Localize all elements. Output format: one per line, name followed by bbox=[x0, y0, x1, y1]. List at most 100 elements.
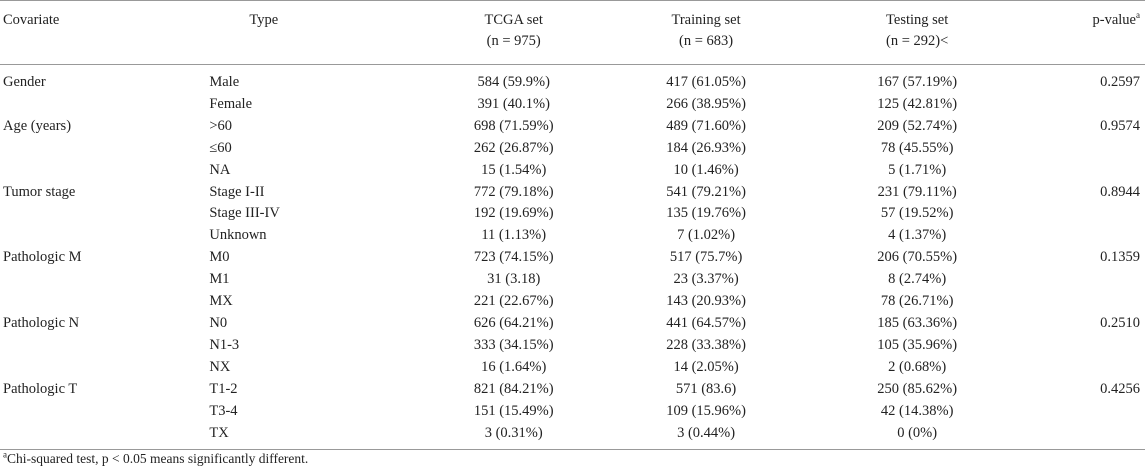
cell-training: 417 (61.05%) bbox=[666, 74, 746, 90]
cell-covariate bbox=[0, 291, 209, 313]
cell-pvalue: 0.2597 bbox=[1100, 74, 1140, 90]
cell-pvalue bbox=[1020, 138, 1145, 160]
table-row: Tumor stage Stage I-II 772 (79.18%) 541 (79… bbox=[0, 182, 1145, 204]
cell-pvalue bbox=[1020, 357, 1145, 379]
cell-testing: 78 (26.71%) bbox=[880, 293, 954, 310]
table-row: ≤60 262 (26.87%) 184 (26.93%) 78 (45.55%) bbox=[0, 138, 1145, 160]
cell-tcga: 3 (0.31%) bbox=[429, 422, 599, 451]
cell-pvalue: 0.1359 bbox=[1100, 249, 1140, 266]
data-table: Covariate Type TCGA set (n = 975) Traini… bbox=[0, 0, 1145, 451]
cell-covariate bbox=[0, 203, 209, 225]
cell-type: Stage I-II bbox=[209, 183, 265, 200]
cell-tcga: 262 (26.87%) bbox=[473, 139, 554, 156]
cell-training: 109 (15.96%) bbox=[666, 402, 746, 419]
cell-type: ≤60 bbox=[209, 139, 232, 156]
cell-testing: 0 (0%) bbox=[813, 422, 1021, 451]
cell-covariate bbox=[0, 94, 209, 116]
cell-training: 517 (75.7%) bbox=[669, 249, 743, 266]
cell-tcga: 772 (79.18%) bbox=[473, 183, 554, 200]
cell-type: Unknown bbox=[209, 227, 267, 244]
cell-testing: 125 (42.81%) bbox=[877, 95, 958, 112]
cell-testing: 2 (0.68%) bbox=[888, 358, 947, 375]
cell-tcga: 151 (15.49%) bbox=[473, 402, 554, 419]
header-pvalue-label: p-value bbox=[1092, 12, 1136, 28]
cell-type: MX bbox=[209, 293, 233, 310]
header-type: Type bbox=[209, 0, 430, 65]
cell-training: 135 (19.76%) bbox=[666, 205, 746, 222]
cell-training: 10 (1.46%) bbox=[673, 161, 739, 178]
cell-training: 541 (79.21%) bbox=[666, 183, 746, 200]
cell-tcga: 15 (1.54%) bbox=[481, 161, 547, 178]
cell-tcga: 391 (40.1%) bbox=[477, 95, 550, 112]
cell-tcga: 11 (1.13%) bbox=[481, 227, 547, 244]
footnote-marker: a bbox=[3, 449, 7, 460]
table-row: NA 15 (1.54%) 10 (1.46%) 5 (1.71%) bbox=[0, 160, 1145, 182]
cell-pvalue bbox=[1020, 94, 1145, 116]
cell-tcga: 821 (84.21%) bbox=[473, 380, 554, 397]
header-training-n: (n = 683) bbox=[679, 33, 734, 49]
cell-testing: 250 (85.62%) bbox=[877, 380, 958, 397]
cell-testing: 206 (70.55%) bbox=[877, 249, 958, 266]
cell-testing: 105 (35.96%) bbox=[877, 336, 958, 353]
cell-pvalue bbox=[1020, 291, 1145, 313]
cell-training: 441 (64.57%) bbox=[666, 314, 746, 331]
cell-training: 489 (71.60%) bbox=[666, 117, 746, 134]
cell-tcga: 723 (74.15%) bbox=[473, 249, 554, 266]
table-header: Covariate Type TCGA set (n = 975) Traini… bbox=[0, 0, 1145, 65]
cell-covariate: Age (years) bbox=[3, 117, 72, 134]
header-testing-set: Testing set (n = 292)< bbox=[813, 0, 1021, 65]
cell-testing: 167 (57.19%) bbox=[877, 74, 958, 90]
cell-testing: 209 (52.74%) bbox=[877, 117, 958, 134]
cell-type: N1-3 bbox=[209, 336, 240, 353]
cell-pvalue: 0.8944 bbox=[1100, 183, 1140, 200]
cell-covariate: Pathologic M bbox=[3, 249, 82, 266]
header-pvalue: p-valuea bbox=[1020, 0, 1145, 65]
header-training-set: Training set (n = 683) bbox=[598, 0, 814, 65]
table-row: Pathologic T T1-2 821 (84.21%) 571 (83.6) 25… bbox=[0, 379, 1145, 401]
cell-type: NX bbox=[209, 358, 231, 375]
cell-pvalue bbox=[1020, 422, 1145, 451]
header-training-title: Training set bbox=[671, 12, 741, 28]
cell-type: T1-2 bbox=[209, 380, 238, 397]
cell-covariate bbox=[0, 225, 209, 247]
cell-testing: 78 (45.55%) bbox=[880, 139, 954, 156]
cell-covariate bbox=[0, 160, 209, 182]
cell-training: 228 (33.38%) bbox=[666, 336, 746, 353]
cell-type: T3-4 bbox=[209, 402, 238, 419]
cell-training: 571 (83.6) bbox=[675, 380, 737, 397]
cell-type: M0 bbox=[209, 249, 230, 266]
header-testing-n: (n = 292)< bbox=[886, 33, 949, 49]
cell-pvalue bbox=[1020, 225, 1145, 247]
cell-training: 3 (0.44%) bbox=[598, 422, 814, 451]
cell-covariate bbox=[0, 138, 209, 160]
cell-tcga: 221 (22.67%) bbox=[473, 293, 554, 310]
cell-pvalue: 0.4256 bbox=[1100, 380, 1140, 397]
cell-testing: 185 (63.36%) bbox=[877, 314, 958, 331]
cell-covariate: Gender bbox=[3, 74, 46, 90]
cell-training: 266 (38.95%) bbox=[666, 95, 746, 112]
table-row: T3-4 151 (15.49%) 109 (15.96%) 42 (14.38%) bbox=[0, 401, 1145, 423]
cell-tcga: 16 (1.64%) bbox=[481, 358, 547, 375]
table-row: Age (years) >60 698 (71.59%) 489 (71.60%) 20… bbox=[0, 116, 1145, 138]
cell-covariate bbox=[0, 401, 209, 423]
cell-type: Female bbox=[209, 95, 253, 112]
table-row: Unknown 11 (1.13%) 7 (1.02%) 4 (1.37%) bbox=[0, 225, 1145, 247]
cell-tcga: 626 (64.21%) bbox=[473, 314, 554, 331]
cell-testing: 4 (1.37%) bbox=[888, 227, 947, 244]
table-row: Pathologic N N0 626 (64.21%) 441 (64.57%) 18… bbox=[0, 313, 1145, 335]
cell-tcga: 698 (71.59%) bbox=[473, 117, 554, 134]
header-covariate: Covariate bbox=[0, 0, 210, 65]
cell-training: 143 (20.93%) bbox=[666, 293, 746, 310]
cell-training: 23 (3.37%) bbox=[673, 271, 739, 288]
cell-type: >60 bbox=[209, 117, 233, 134]
cell-pvalue: 0.9574 bbox=[1100, 117, 1140, 134]
cell-testing: 57 (19.52%) bbox=[880, 205, 954, 222]
cell-covariate bbox=[0, 357, 209, 379]
table-row: Gender Male 584 (59.9%) 417 (61.05%) 167 (57… bbox=[0, 65, 1145, 94]
cell-pvalue: 0.2510 bbox=[1100, 314, 1140, 331]
cell-testing: 8 (2.74%) bbox=[888, 271, 947, 288]
cell-covariate bbox=[0, 422, 210, 451]
cell-pvalue bbox=[1020, 335, 1145, 357]
table-row: TX 3 (0.31%) 3 (0.44%) 0 (0%) bbox=[0, 422, 1145, 451]
cell-testing: 231 (79.11%) bbox=[877, 183, 957, 200]
